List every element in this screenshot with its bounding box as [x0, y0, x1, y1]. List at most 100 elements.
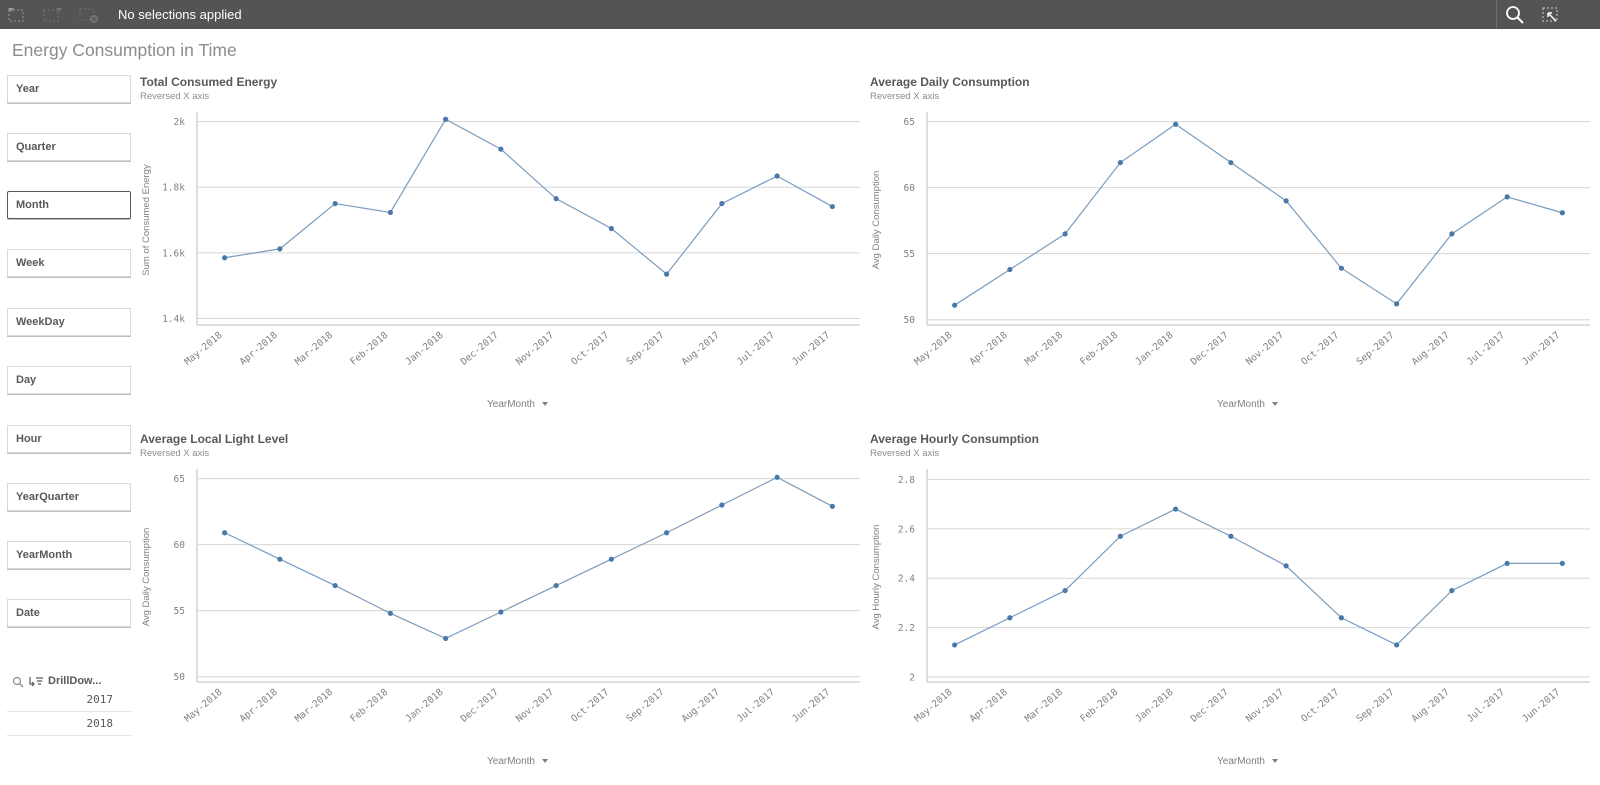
selections-back-icon[interactable] [6, 5, 28, 25]
data-point [277, 246, 283, 252]
data-point [1283, 198, 1289, 204]
x-tick-label: Mar-2018 [293, 330, 335, 368]
x-tick-label: Aug-2017 [1410, 330, 1452, 368]
data-point [774, 173, 780, 179]
y-tick-label: 55 [904, 249, 915, 260]
x-tick-label: Oct-2017 [569, 330, 611, 368]
x-axis-title: YearMonth [1217, 756, 1265, 767]
x-tick-label: Jan-2018 [403, 687, 445, 725]
line-chart[interactable]: 2 2.2 2.4 2.6 2.8 Avg Hourly Consumption May-2… [870, 432, 1590, 777]
y-axis-title: Avg Daily Consumption [871, 171, 882, 270]
x-tick-label: Mar-2018 [1023, 330, 1065, 368]
y-tick-label: 2 [909, 673, 915, 684]
x-tick-label: May-2018 [182, 687, 224, 725]
chevron-down-icon [1272, 759, 1278, 763]
toolbar-divider [1496, 0, 1497, 29]
clear-selections-icon[interactable] [78, 5, 100, 25]
data-point [1338, 615, 1344, 621]
filter-yearquarter[interactable]: YearQuarter [7, 483, 131, 511]
x-tick-label: Dec-2017 [459, 687, 501, 725]
filter-label: Quarter [16, 141, 56, 153]
x-axis-title: YearMonth [487, 756, 535, 767]
filter-month[interactable]: Month [7, 191, 131, 219]
filter-label: Year [16, 83, 40, 95]
data-point [1007, 266, 1013, 273]
filter-day[interactable]: Day [7, 366, 131, 394]
series-line [224, 476, 833, 640]
y-tick-label: 60 [904, 183, 916, 194]
chart-title: Average Daily Consumption [870, 75, 1030, 89]
y-tick-label: 65 [174, 474, 185, 485]
x-tick-label: Nov-2017 [1244, 330, 1286, 368]
search-icon[interactable] [12, 676, 24, 688]
data-point [664, 271, 670, 277]
series-line [954, 123, 1563, 306]
drilldown-value-row[interactable]: 2017 [7, 688, 131, 712]
x-tick-label: Jun-2017 [790, 330, 832, 368]
filter-quarter[interactable]: Quarter [7, 133, 131, 161]
drilldown-header[interactable]: DrillDow... [12, 674, 132, 690]
data-point [387, 610, 393, 616]
x-tick-label: Jun-2017 [1520, 687, 1562, 725]
data-point [332, 200, 338, 207]
drilldown-icon [29, 677, 43, 687]
x-tick-label: Mar-2018 [1023, 687, 1065, 725]
smart-search-toggle-icon[interactable] [1540, 5, 1562, 25]
data-point [1173, 121, 1179, 127]
x-tick-label: Dec-2017 [1189, 687, 1231, 725]
data-point [1228, 159, 1234, 166]
data-point [1062, 231, 1068, 237]
filter-date[interactable]: Date [7, 599, 131, 627]
data-point [774, 474, 780, 480]
search-icon[interactable] [1504, 5, 1526, 25]
data-point [1228, 533, 1234, 539]
x-tick-label: Dec-2017 [459, 330, 501, 368]
filter-yearmonth[interactable]: YearMonth [7, 541, 131, 569]
data-point [1117, 533, 1123, 539]
x-tick-label: Aug-2017 [680, 330, 722, 368]
data-point [1559, 560, 1565, 567]
data-point [664, 530, 670, 536]
data-point [222, 530, 228, 536]
x-axis-title: YearMonth [487, 399, 535, 410]
filter-hour[interactable]: Hour [7, 425, 131, 453]
x-tick-label: Jul-2017 [1465, 687, 1507, 725]
x-tick-label: Nov-2017 [1244, 687, 1286, 725]
y-axis-title: Avg Daily Consumption [141, 528, 152, 627]
x-tick-label: Jan-2018 [1133, 687, 1175, 725]
data-point [719, 502, 725, 508]
selections-forward-icon[interactable] [42, 5, 64, 25]
data-point [1504, 560, 1510, 567]
x-tick-label: Feb-2018 [1078, 687, 1120, 725]
x-tick-label: Aug-2017 [680, 687, 722, 725]
data-point [1117, 159, 1123, 166]
filter-week[interactable]: Week [7, 249, 131, 277]
data-point [498, 609, 504, 615]
filter-weekday[interactable]: WeekDay [7, 308, 131, 336]
data-point [719, 200, 725, 207]
y-tick-label: 50 [174, 672, 186, 683]
y-tick-label: 1.8k [162, 183, 185, 194]
line-chart[interactable]: 1.4k 1.6k 1.8k 2k Sum of Consumed Energy May-… [140, 75, 860, 420]
drilldown-value-row[interactable]: 2018 [7, 712, 131, 736]
data-point [498, 146, 504, 152]
data-point [829, 203, 835, 210]
filter-year[interactable]: Year [7, 75, 131, 103]
x-tick-label: Dec-2017 [1189, 330, 1231, 368]
x-tick-label: Feb-2018 [348, 687, 390, 725]
data-point [443, 116, 449, 122]
x-tick-label: Sep-2017 [1354, 687, 1396, 725]
data-point [952, 642, 958, 648]
line-chart[interactable]: 50 55 60 65 Avg Daily Consumption May-2018 Apr… [140, 432, 860, 777]
chart-subtitle: Reversed X axis [140, 448, 210, 459]
y-tick-label: 55 [174, 606, 185, 617]
chart-title: Average Local Light Level [140, 432, 289, 446]
y-axis-title: Avg Hourly Consumption [871, 525, 882, 630]
y-tick-label: 2.2 [898, 623, 915, 634]
line-chart[interactable]: 50 55 60 65 Avg Daily Consumption May-2018 Apr… [870, 75, 1590, 420]
chart-title: Total Consumed Energy [140, 75, 278, 89]
data-point [1394, 301, 1400, 307]
y-tick-label: 2.8 [898, 475, 915, 486]
x-tick-label: Apr-2018 [238, 330, 280, 368]
filter-label: YearQuarter [16, 491, 79, 503]
